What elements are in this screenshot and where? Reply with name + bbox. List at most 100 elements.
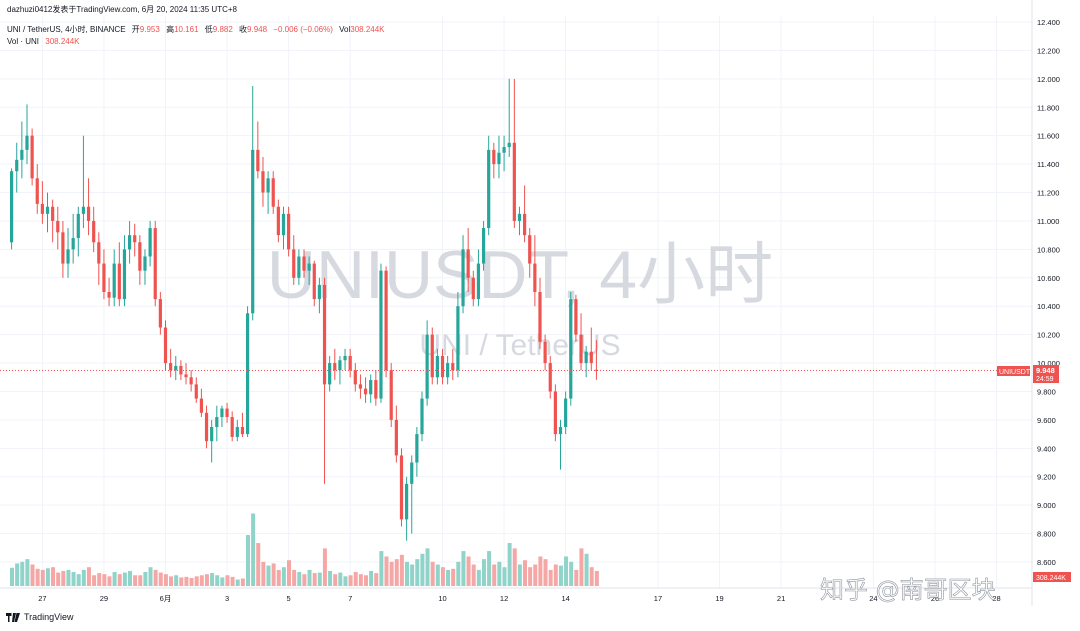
price-tick-label: 9.400 [1037,444,1056,453]
volume-bar [81,569,86,586]
volume-bar [410,564,415,586]
volume-bar [471,564,476,586]
time-axis[interactable]: 27 29 6月 3 5 7 10 12 14 17 19 21 24 26 28 [0,587,1032,603]
candle-body [312,263,316,300]
candle-body [594,369,599,371]
volume-bar [533,564,538,586]
candle-body [548,363,552,392]
candle-body [389,370,393,420]
candle-body [338,360,342,371]
volume-bar [343,576,348,586]
candle-body [399,455,404,520]
volume-bar [86,567,91,586]
volume-bar [189,577,194,586]
volume-bar [51,567,56,586]
candle-body [517,213,522,221]
candle-body [523,213,527,236]
close-value: 9.948 [247,25,268,34]
candle-body [15,159,19,172]
volume-bar [399,554,404,586]
candle-body [487,149,491,229]
volume-bar [476,569,481,586]
candle-body [430,334,434,378]
price-tag-value: 9.948 [1036,366,1055,375]
tradingview-footer[interactable]: TradingView [6,612,74,622]
volume-bar [153,569,158,586]
price-tick-label: 12.000 [1037,75,1060,84]
candle-body [51,206,55,221]
candle-body [66,249,70,264]
candle-body [25,135,29,150]
time-tick-label: 19 [715,594,723,603]
volume-bar [553,564,558,586]
candle-body [533,263,537,292]
price-tick-label: 11.600 [1037,132,1059,141]
candles [10,78,599,541]
volume-bar [461,551,466,586]
time-tick-label: 3 [225,594,229,603]
volume-bar [215,575,220,586]
volume-bar [512,548,517,586]
volume-bar [117,574,122,586]
volume-legend-value: 308.244K [45,37,80,46]
candle-body [127,235,132,250]
volume-bar [389,561,394,586]
vol-label: Vol [339,25,351,34]
candle-body [184,374,188,378]
time-tick-label: 21 [777,594,785,603]
volume-bar [174,575,179,586]
candle-body [169,363,173,371]
volume-bar [312,573,317,586]
close-label: 收 [239,25,248,34]
time-tick-label: 29 [100,594,108,603]
symbol-title[interactable]: UNI / TetherUS, 4小时, BINANCE [7,25,126,34]
candle-body [163,327,168,364]
volume-bar [492,564,497,586]
candle-body [97,242,101,264]
price-tick-label: 10.800 [1037,245,1060,254]
candle-body [297,256,301,278]
candle-body [538,292,542,342]
volume-bar [10,567,14,586]
time-tick-label: 12 [500,594,508,603]
time-tick-label: 6月 [160,594,172,603]
zhihu-watermark: 知乎 @南哥区块 [820,576,996,604]
candle-body [456,306,460,371]
volume-bar [30,564,35,586]
volume-bar [338,572,343,586]
volume-bar [363,575,368,586]
candle-body [343,355,347,361]
volume-bar [328,570,333,586]
candle-body [189,377,193,385]
candle-body [133,235,137,243]
volume-bar [281,567,286,586]
candle-body [420,398,424,435]
volume-bar [287,560,292,586]
candle-body [579,334,583,364]
price-tick-label: 12.200 [1037,46,1060,55]
candle-body [240,427,245,435]
volume-bar [358,574,363,586]
price-tag: UNIUSDT 9.948 24:59 [997,365,1059,383]
candle-body [302,256,306,271]
candle-body [256,149,260,172]
volume-bar [271,563,276,586]
candle-body [589,351,593,364]
volume-bar [353,572,358,586]
candle-body [512,142,516,221]
candle-body [425,334,429,399]
watermark-symbol: UNIUSDT, 4小时 [267,237,773,313]
volume-bar [548,569,553,586]
candle-body [466,249,470,278]
volume-bar [40,569,45,586]
price-axis[interactable]: 12.400 12.200 12.000 11.800 11.600 11.400 11.2… [1031,0,1060,606]
tradingview-logo-icon [6,612,20,622]
volume-bar [61,570,66,586]
volume-bar [127,570,132,586]
volume-bar [92,575,97,586]
volume-bar [97,573,102,586]
candle-body [502,147,506,153]
volume-legend-label[interactable]: Vol · UNI [7,37,40,46]
candle-body [143,256,147,271]
